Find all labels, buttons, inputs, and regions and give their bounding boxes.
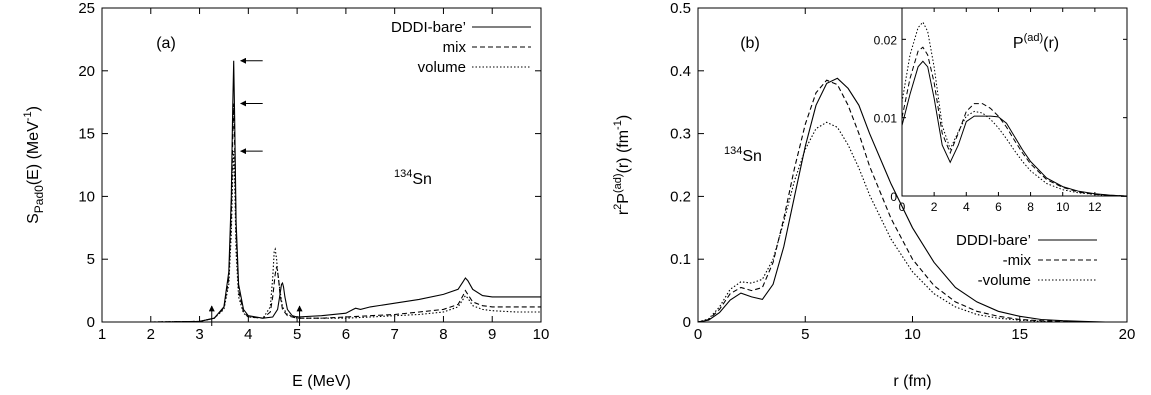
panel-b-inset: 0 2 4 6 8 10 12 0 0.01 0.02 P(ad)(r) xyxy=(874,7,1128,214)
panel-b-series-dotted xyxy=(697,121,1127,323)
panel-b-x-axis-label: r (fm) xyxy=(893,373,931,390)
panel-b-inset-y-tick-label: 0.02 xyxy=(874,33,898,47)
panel-b-x-tick-label: 0 xyxy=(694,326,702,343)
panel-a-x-tick-label: 10 xyxy=(533,326,550,343)
panel-a-x-tick-label: 8 xyxy=(439,326,447,343)
panel-a-legend-label: volume xyxy=(418,59,466,76)
panel-a-legend-label: mix xyxy=(443,39,467,56)
panel-a-x-tick-label: 5 xyxy=(293,326,301,343)
panel-b: 0 5 10 15 2000.10.20.30.40.5(b)134SnDDDI-bar… xyxy=(612,0,1135,390)
panel-a-y-tick-label: 5 xyxy=(87,251,95,268)
panel-b-inset-background xyxy=(902,8,1127,196)
panel-b-x-tick-label: 10 xyxy=(904,326,921,343)
panel-b-x-tick-label: 15 xyxy=(1011,326,1028,343)
panel-b-inset-x-tick-label: 2 xyxy=(931,200,938,214)
panel-a-x-tick-label: 6 xyxy=(342,326,350,343)
panel-a-nucleus-label: 134Sn xyxy=(394,168,432,188)
panel-b-x-tick-label: 20 xyxy=(1119,326,1136,343)
panel-b-inset-title: P(ad)(r) xyxy=(1013,32,1059,52)
panel-a-series-dotted xyxy=(102,151,541,323)
panel-b-y-tick-label: 0.5 xyxy=(670,0,691,17)
panel-a-series-solid xyxy=(102,60,541,323)
panel-a-y-tick-label: 20 xyxy=(78,63,95,80)
panel-b-inset-x-tick-label: 12 xyxy=(1088,200,1102,214)
panel-a-legend-label: DDDI-bare’ xyxy=(391,19,466,36)
panel-a-label: (a) xyxy=(156,35,176,52)
panel-b-inset-x-tick-label: 0 xyxy=(899,200,906,214)
panel-a-y-tick-label: 15 xyxy=(78,126,95,143)
panel-b-y-axis-label: r2P(ad)(r) (fm-1) xyxy=(612,115,632,215)
panel-a-series-dashed xyxy=(102,103,541,323)
panel-b-inset-x-tick-label: 6 xyxy=(995,200,1002,214)
panel-a-x-tick-label: 7 xyxy=(390,326,398,343)
panel-b-label: (b) xyxy=(740,35,760,52)
panel-b-series-dashed xyxy=(697,79,1127,323)
panel-b-inset-x-tick-label: 8 xyxy=(1027,200,1034,214)
panel-a-x-axis-label: E (MeV) xyxy=(292,373,351,390)
panel-a-x-tick-label: 4 xyxy=(244,326,252,343)
panel-a-y-axis-label: SPad0(E) (MeV-1) xyxy=(22,106,46,224)
panel-b-legend-label: -volume xyxy=(978,272,1031,289)
panel-b-nucleus-label: 134Sn xyxy=(724,145,762,165)
panel-a-y-tick-label: 0 xyxy=(87,314,95,331)
panel-b-legend-label: -mix xyxy=(1003,252,1032,269)
panel-b-inset-y-tick-label: 0.01 xyxy=(874,112,898,126)
panel-a-y-tick-label: 10 xyxy=(78,188,95,205)
panel-b-y-tick-label: 0.3 xyxy=(670,126,691,143)
panel-b-y-tick-label: 0 xyxy=(683,314,691,331)
panel-a-y-tick-label: 25 xyxy=(78,0,95,17)
panel-a-x-tick-label: 1 xyxy=(98,326,106,343)
panel-b-inset-x-tick-label: 4 xyxy=(963,200,970,214)
panel-b-legend-label: DDDI-bare’ xyxy=(956,232,1031,249)
panel-b-x-tick-label: 5 xyxy=(801,326,809,343)
panel-a-plot-frame xyxy=(101,7,542,323)
panel-b-y-tick-label: 0.2 xyxy=(670,188,691,205)
panel-a-x-tick-label: 3 xyxy=(195,326,203,343)
panel-b-inset-series-dashed xyxy=(901,46,1128,197)
panel-b-y-tick-label: 0.1 xyxy=(670,251,691,268)
panel-b-y-tick-label: 0.4 xyxy=(670,63,691,80)
panel-b-inset-series-dotted xyxy=(901,21,1127,197)
panel-b-inset-y-tick-label: 0 xyxy=(890,190,897,204)
panel-b-series-solid xyxy=(697,77,1127,323)
panel-b-inset-x-tick-label: 10 xyxy=(1056,200,1070,214)
panel-a-x-tick-label: 9 xyxy=(488,326,496,343)
panel-a-x-tick-label: 2 xyxy=(147,326,155,343)
panel-a: 1 2 3 4 5 6 7 8 9 10 0 5 10 15 20 25 (a) 134Sn DDDI-bare’ m… xyxy=(22,0,549,390)
